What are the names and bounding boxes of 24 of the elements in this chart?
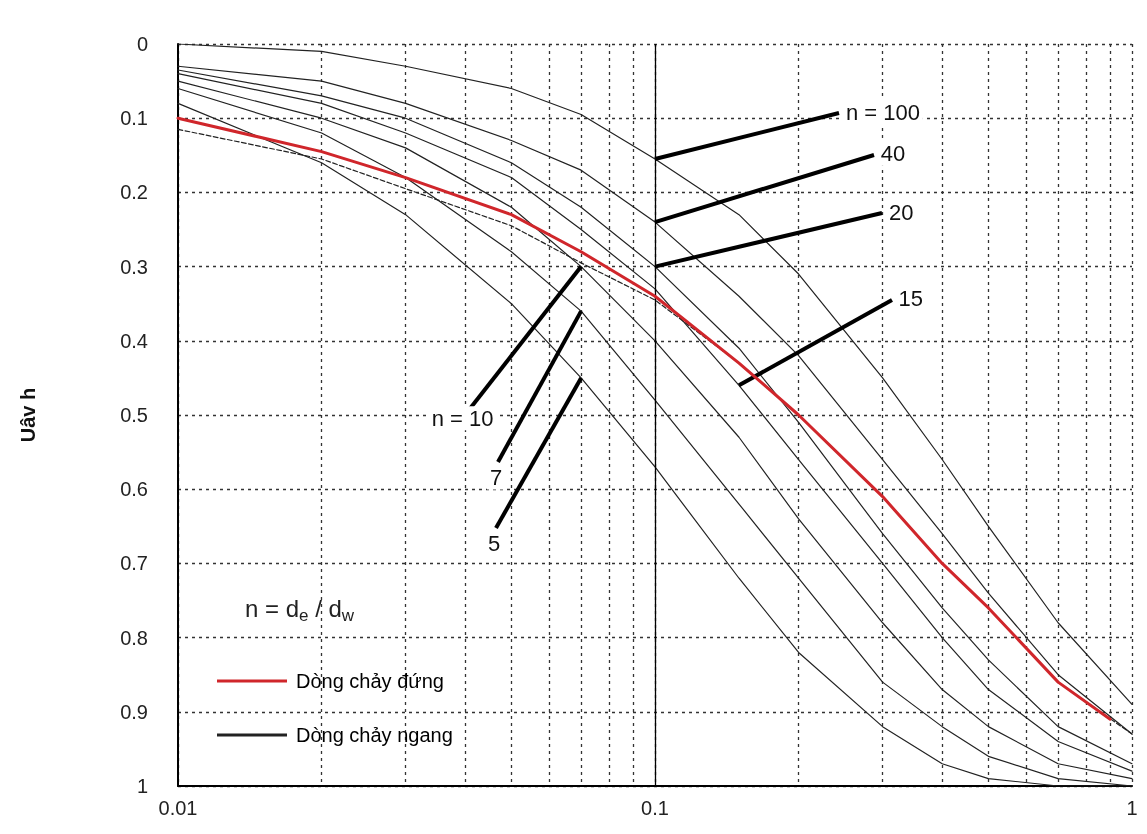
y-tick-label: 0.3: [120, 255, 148, 278]
legend-label: Dòng chảy đứng: [296, 670, 444, 692]
x-tick-label: 0.1: [641, 797, 669, 819]
y-tick-label: 0.1: [120, 107, 148, 130]
legend-label: Dòng chảy ngang: [296, 724, 453, 746]
y-tick-label: 1: [136, 775, 148, 797]
y-tick-label: 0: [136, 33, 148, 55]
x-tick-label: 1: [1126, 797, 1138, 819]
y-tick-label: 0.5: [120, 404, 148, 426]
y-tick-label: 0.4: [120, 329, 148, 352]
y-tick-label: 0.6: [120, 478, 148, 501]
y-tick-label: 0.7: [120, 552, 148, 575]
annotation: n = 100: [845, 99, 920, 125]
annotation: n = 10: [431, 405, 494, 431]
annotation: 7: [489, 465, 503, 490]
y-tick-label: 0.2: [120, 181, 148, 204]
annotation: 5: [487, 530, 501, 556]
annotation: 15: [898, 285, 923, 311]
y-tick-label: 0.9: [120, 700, 148, 723]
annotation: 40: [880, 141, 906, 167]
y-axis-title: Uâv h: [17, 387, 39, 443]
x-tick-label: 0.01: [158, 797, 198, 819]
annotation: 20: [888, 199, 914, 225]
y-tick-label: 0.8: [120, 626, 148, 649]
